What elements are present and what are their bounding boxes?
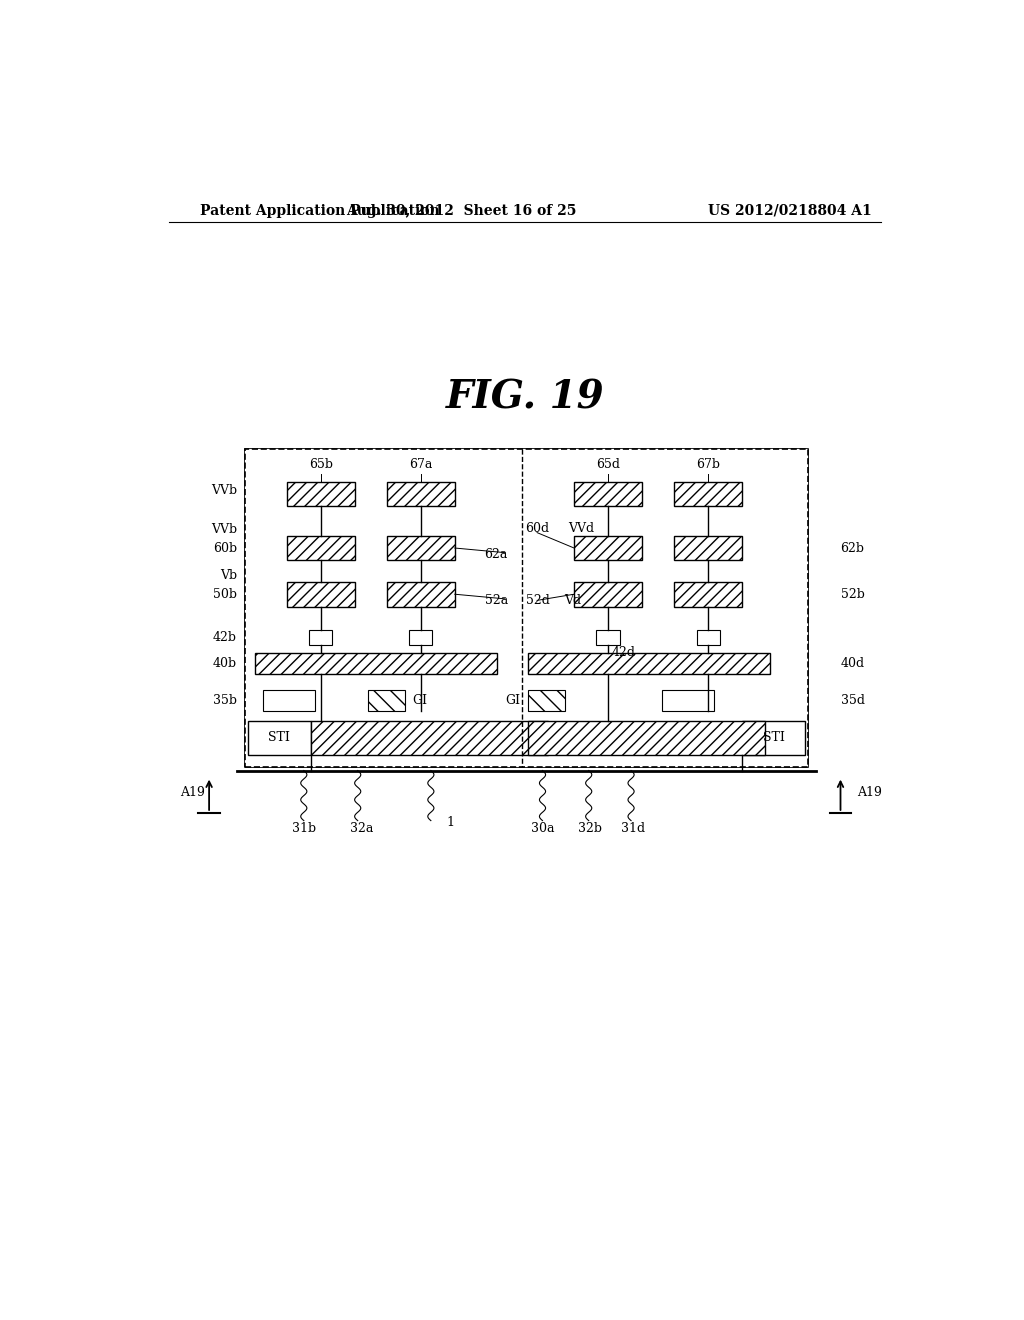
Text: 31d: 31d bbox=[622, 822, 645, 834]
Bar bbox=[387, 582, 455, 607]
Text: GI: GI bbox=[413, 694, 427, 708]
Text: VVb: VVb bbox=[211, 483, 237, 496]
Bar bbox=[410, 630, 432, 645]
Text: FIG. 19: FIG. 19 bbox=[445, 378, 604, 416]
Text: Vd: Vd bbox=[564, 594, 582, 607]
Bar bbox=[574, 482, 642, 507]
Bar bbox=[674, 536, 742, 561]
Text: 52a: 52a bbox=[484, 594, 508, 607]
Text: 62a: 62a bbox=[484, 548, 508, 561]
Text: 67b: 67b bbox=[696, 458, 720, 471]
Bar bbox=[674, 482, 742, 507]
Text: 40d: 40d bbox=[841, 657, 864, 671]
Bar bbox=[309, 630, 333, 645]
Bar bbox=[696, 630, 720, 645]
Bar bbox=[368, 689, 404, 711]
Text: 60d: 60d bbox=[525, 521, 550, 535]
Text: 65d: 65d bbox=[596, 458, 620, 471]
Text: 67a: 67a bbox=[410, 458, 432, 471]
Text: Aug. 30, 2012  Sheet 16 of 25: Aug. 30, 2012 Sheet 16 of 25 bbox=[346, 203, 577, 218]
Text: 60b: 60b bbox=[213, 541, 237, 554]
Text: VVb: VVb bbox=[211, 523, 237, 536]
Text: 52b: 52b bbox=[841, 587, 864, 601]
Text: 32b: 32b bbox=[579, 822, 602, 834]
Bar bbox=[248, 721, 310, 755]
Bar bbox=[596, 630, 620, 645]
Text: 50b: 50b bbox=[213, 587, 237, 601]
Text: US 2012/0218804 A1: US 2012/0218804 A1 bbox=[708, 203, 871, 218]
Bar bbox=[528, 689, 565, 711]
Bar bbox=[574, 582, 642, 607]
Text: 35b: 35b bbox=[213, 694, 237, 708]
Bar bbox=[245, 449, 808, 767]
Text: 52d: 52d bbox=[525, 594, 550, 607]
Bar bbox=[387, 536, 455, 561]
Text: STI: STI bbox=[268, 731, 290, 744]
Bar bbox=[287, 582, 354, 607]
Text: 35d: 35d bbox=[841, 694, 864, 708]
Text: Vb: Vb bbox=[220, 569, 237, 582]
Bar bbox=[742, 721, 805, 755]
Bar bbox=[310, 721, 548, 755]
Text: A19: A19 bbox=[857, 785, 883, 799]
Text: 42d: 42d bbox=[611, 647, 636, 659]
Text: 32a: 32a bbox=[350, 822, 373, 834]
Bar bbox=[528, 653, 770, 675]
Bar bbox=[287, 536, 354, 561]
Text: 31b: 31b bbox=[292, 822, 315, 834]
Text: GI: GI bbox=[505, 694, 520, 708]
Text: 1: 1 bbox=[446, 816, 454, 829]
Text: 42b: 42b bbox=[213, 631, 237, 644]
Bar bbox=[263, 689, 315, 711]
Bar bbox=[662, 689, 714, 711]
Bar bbox=[255, 653, 497, 675]
Text: 30a: 30a bbox=[530, 822, 554, 834]
Text: 40b: 40b bbox=[213, 657, 237, 671]
Text: Patent Application Publication: Patent Application Publication bbox=[200, 203, 439, 218]
Text: STI: STI bbox=[763, 731, 784, 744]
Bar bbox=[574, 536, 642, 561]
Bar bbox=[245, 449, 808, 767]
Bar bbox=[528, 721, 765, 755]
Text: VVd: VVd bbox=[568, 521, 594, 535]
Text: 62b: 62b bbox=[841, 541, 864, 554]
Bar bbox=[387, 482, 455, 507]
Text: 65b: 65b bbox=[309, 458, 333, 471]
Text: A19: A19 bbox=[180, 785, 205, 799]
Bar bbox=[674, 582, 742, 607]
Bar bbox=[287, 482, 354, 507]
